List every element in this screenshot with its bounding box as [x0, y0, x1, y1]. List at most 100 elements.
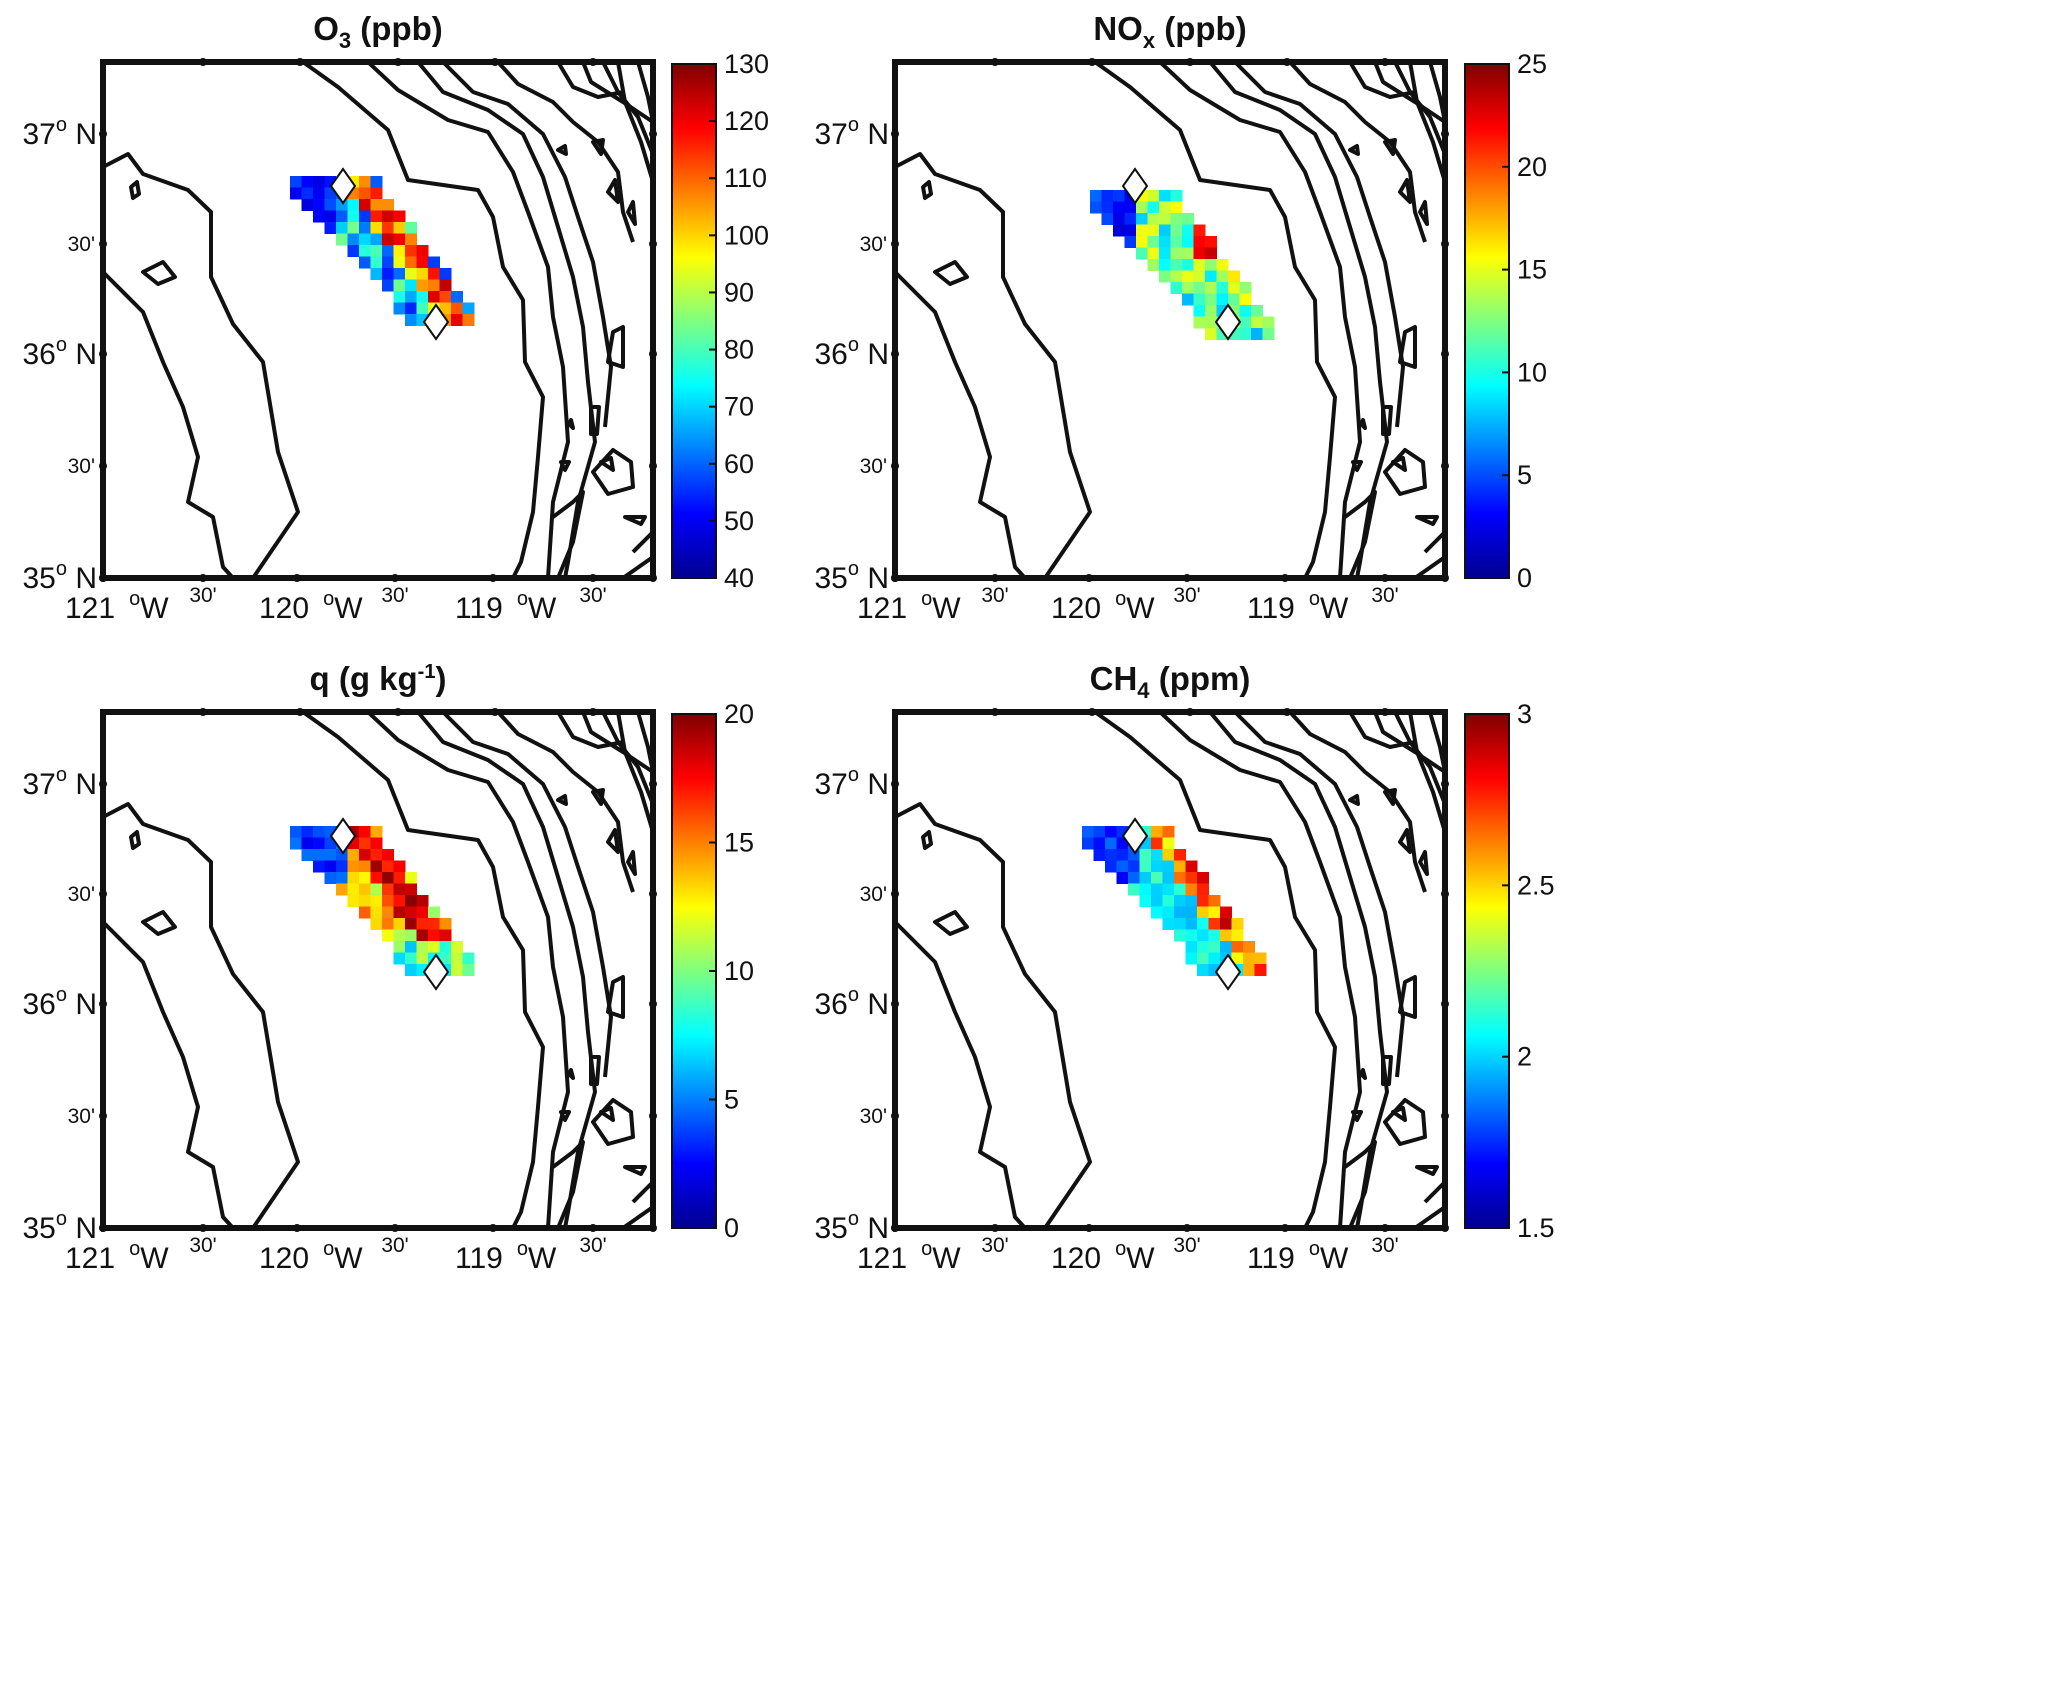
- lon-minor-label: 30': [981, 1234, 1008, 1257]
- data-cell: [1101, 213, 1114, 225]
- data-cell: [416, 906, 429, 919]
- tick-mark: [649, 1112, 657, 1120]
- data-cell: [1231, 918, 1244, 930]
- data-cell: [313, 860, 325, 873]
- colorbar-tick-label: 15: [724, 828, 754, 858]
- data-cell: [1151, 826, 1163, 838]
- data-cell: [1185, 918, 1198, 930]
- data-cell: [1185, 941, 1198, 953]
- colorbar-tick-label: 10: [724, 956, 754, 986]
- site-marker-south: [422, 303, 450, 341]
- contour-line: [1408, 61, 1447, 183]
- data-cell: [1147, 213, 1160, 225]
- contour-line: [621, 555, 655, 580]
- tick-mark: [891, 1112, 899, 1120]
- contour-loop: [589, 405, 601, 436]
- colorbar: 40 50 60 70 80 90 100 110 120 130: [671, 49, 769, 593]
- data-cell: [1174, 929, 1186, 942]
- tick-mark: [1441, 1224, 1449, 1232]
- colorbar: 0 5 10 15 20 25: [1464, 49, 1547, 593]
- contour-line: [894, 802, 1092, 1230]
- data-cell: [393, 918, 406, 930]
- data-cell: [1128, 860, 1140, 873]
- data-cell: [1093, 837, 1106, 850]
- contour-line: [1343, 1140, 1377, 1229]
- data-cell: [1197, 952, 1209, 965]
- tick-mark: [1381, 574, 1389, 582]
- data-cell: [1216, 282, 1229, 294]
- data-cell: [1124, 201, 1137, 214]
- data-cell: [347, 883, 360, 896]
- data-cell: [370, 918, 383, 930]
- contour-line: [1233, 710, 1405, 1078]
- data-cell: [1128, 872, 1140, 884]
- data-cell: [1208, 895, 1221, 907]
- tick-mark: [1283, 708, 1291, 716]
- tick-mark: [891, 462, 899, 470]
- data-cell: [359, 837, 371, 850]
- data-cell: [405, 245, 417, 257]
- data-cell: [1254, 952, 1267, 965]
- contour-loop: [567, 1068, 575, 1080]
- lon-label: 119 oW: [455, 588, 557, 625]
- data-cell: [290, 837, 302, 850]
- data-cell: [1239, 328, 1252, 340]
- data-cell: [1193, 247, 1206, 260]
- data-cell: [324, 222, 337, 234]
- data-cell: [428, 929, 440, 942]
- data-cell: [336, 849, 348, 861]
- data-cell: [439, 268, 452, 280]
- tick-mark: [649, 1224, 657, 1232]
- lon-minor-label: 30': [1173, 1234, 1200, 1257]
- colorbar-tick-label: 15: [1517, 255, 1547, 285]
- data-cell: [290, 826, 302, 838]
- lon-label: 121 oW: [65, 1238, 169, 1275]
- data-cell: [416, 941, 429, 953]
- data-cell: [1185, 883, 1198, 896]
- data-cell: [1162, 906, 1175, 919]
- data-cell: [301, 199, 314, 211]
- colorbar-tick-label: 0: [1517, 563, 1532, 593]
- data-cell: [1170, 270, 1183, 283]
- data-cell: [1147, 190, 1160, 202]
- contour-loop: [591, 1098, 635, 1146]
- contour-line: [551, 490, 585, 579]
- tick-mark: [649, 240, 657, 248]
- data-cell: [393, 222, 406, 234]
- tick-mark: [99, 350, 107, 358]
- lon-label: 120 oW: [1051, 588, 1155, 625]
- data-cell: [1128, 849, 1140, 861]
- data-cell: [1182, 224, 1194, 237]
- data-cell: [416, 952, 429, 965]
- contour-loop: [599, 456, 615, 472]
- contour-loop: [141, 910, 177, 936]
- data-cell: [336, 860, 348, 873]
- tick-mark: [891, 780, 899, 788]
- contour-loop: [1348, 794, 1360, 806]
- data-cell: [1162, 895, 1175, 907]
- data-cell: [1113, 213, 1125, 225]
- colorbar-tick-label: 2.5: [1517, 870, 1555, 900]
- contour-line: [894, 152, 1092, 580]
- data-cell: [1093, 826, 1106, 838]
- lat-label: 37o N: [815, 114, 890, 151]
- contour-loop: [599, 1106, 615, 1122]
- data-cell: [1090, 201, 1102, 214]
- contour-loop: [567, 418, 575, 430]
- contour-loop: [141, 260, 177, 286]
- data-cell: [1239, 282, 1252, 294]
- data-cell: [405, 302, 417, 315]
- data-cell: [359, 233, 371, 246]
- tick-mark: [1441, 890, 1449, 898]
- data-cell: [370, 837, 383, 850]
- data-cell: [1162, 826, 1175, 838]
- contour-loop: [559, 460, 571, 472]
- contour-loop: [556, 144, 568, 156]
- lat-label: 37o N: [23, 764, 98, 801]
- lat-minor-label: 30': [68, 233, 95, 256]
- data-cell: [382, 906, 394, 919]
- data-cell: [359, 199, 371, 211]
- data-cell: [382, 199, 394, 211]
- data-cell: [393, 279, 406, 292]
